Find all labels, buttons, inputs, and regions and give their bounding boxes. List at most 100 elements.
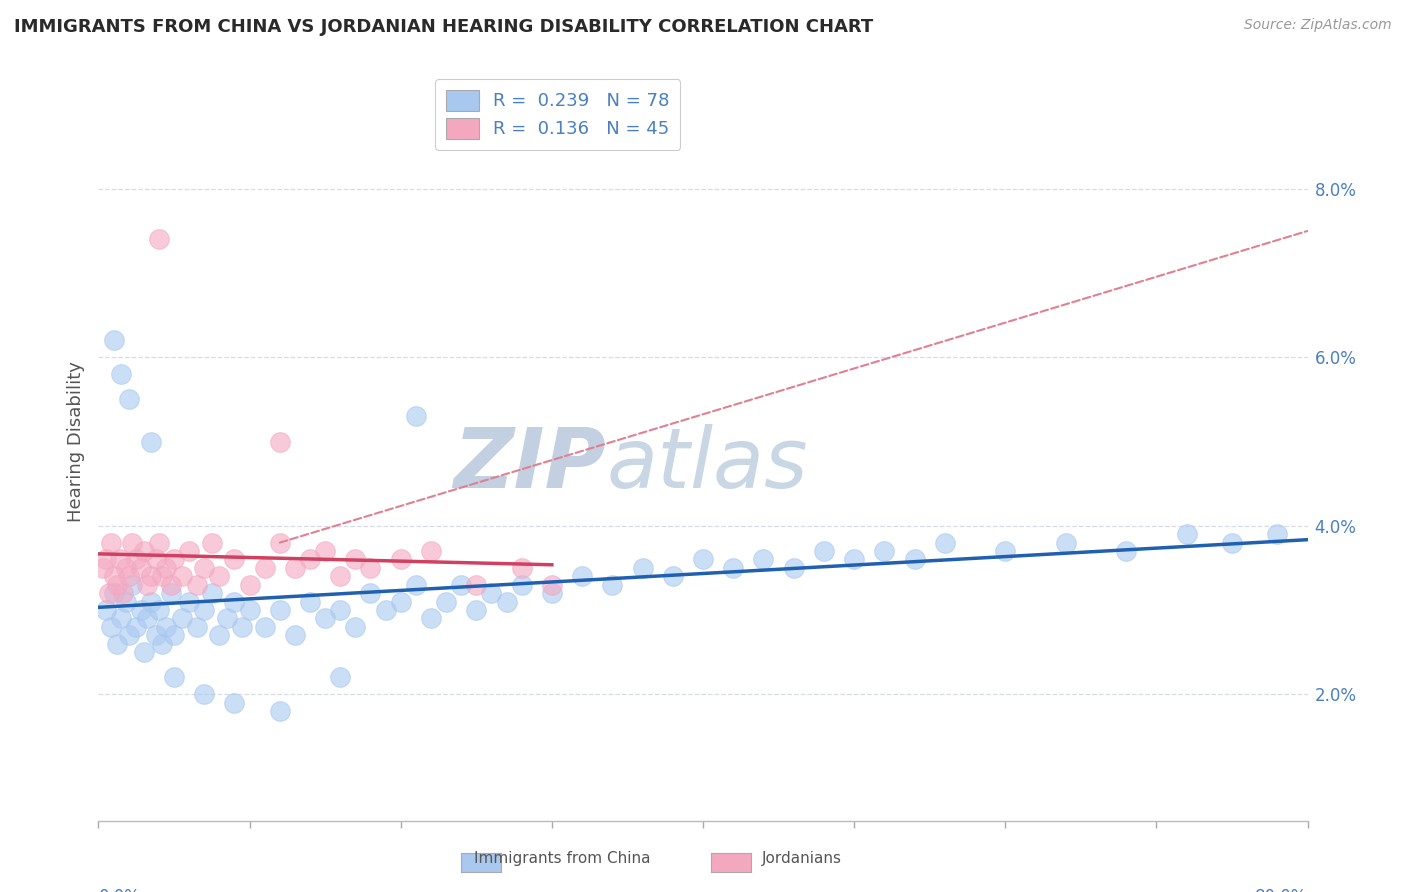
Point <box>661 569 683 583</box>
Point <box>208 628 231 642</box>
Point <box>389 594 412 608</box>
Point <box>405 409 427 424</box>
Point <box>148 535 170 549</box>
Point <box>314 544 336 558</box>
Point <box>1220 535 1243 549</box>
Point <box>783 561 806 575</box>
Point <box>201 586 224 600</box>
Point <box>420 611 443 625</box>
Text: IMMIGRANTS FROM CHINA VS JORDANIAN HEARING DISABILITY CORRELATION CHART: IMMIGRANTS FROM CHINA VS JORDANIAN HEARI… <box>14 18 873 36</box>
Point <box>465 578 488 592</box>
Point <box>170 611 193 625</box>
Point <box>329 603 352 617</box>
Point <box>844 552 866 566</box>
Point <box>163 552 186 566</box>
Point <box>114 561 136 575</box>
Point <box>150 569 173 583</box>
Point <box>118 569 141 583</box>
Point <box>314 611 336 625</box>
Point <box>344 620 367 634</box>
Point <box>145 552 167 566</box>
Text: Source: ZipAtlas.com: Source: ZipAtlas.com <box>1244 18 1392 32</box>
Point <box>141 569 163 583</box>
Point <box>510 578 533 592</box>
Point <box>208 569 231 583</box>
Point <box>125 552 148 566</box>
Point <box>135 578 157 592</box>
Point <box>299 594 322 608</box>
Point <box>155 561 177 575</box>
Point <box>141 594 163 608</box>
Point <box>1054 535 1077 549</box>
Point <box>179 594 201 608</box>
Point <box>179 544 201 558</box>
Point <box>170 569 193 583</box>
Point <box>103 569 125 583</box>
Point <box>904 552 927 566</box>
Point <box>284 561 307 575</box>
Point <box>215 611 238 625</box>
Point <box>135 611 157 625</box>
Point <box>160 578 183 592</box>
Point <box>148 232 170 246</box>
Text: ZIP: ZIP <box>454 424 606 505</box>
Point <box>121 578 143 592</box>
Point <box>148 603 170 617</box>
Point <box>752 552 775 566</box>
Point <box>723 561 745 575</box>
Point <box>129 603 152 617</box>
Point <box>132 544 155 558</box>
Point <box>813 544 835 558</box>
Text: 80.0%: 80.0% <box>1256 888 1308 892</box>
Point <box>253 561 276 575</box>
Point <box>284 628 307 642</box>
Point <box>160 586 183 600</box>
Text: 0.0%: 0.0% <box>98 888 141 892</box>
Point <box>540 578 562 592</box>
Point <box>360 586 382 600</box>
Point <box>129 561 152 575</box>
Point <box>193 687 215 701</box>
Point <box>91 561 114 575</box>
Point <box>1115 544 1137 558</box>
Point <box>269 603 291 617</box>
Point <box>1175 527 1198 541</box>
Point <box>110 611 132 625</box>
Point <box>631 561 654 575</box>
Point <box>118 392 141 407</box>
Point <box>329 670 352 684</box>
Text: Jordanians: Jordanians <box>762 851 841 865</box>
Point <box>360 561 382 575</box>
Point <box>150 637 173 651</box>
Point <box>405 578 427 592</box>
Point <box>389 552 412 566</box>
Point <box>103 334 125 348</box>
Point <box>163 628 186 642</box>
Point <box>420 544 443 558</box>
Point <box>103 586 125 600</box>
Point <box>121 535 143 549</box>
Point <box>186 620 208 634</box>
Point <box>224 696 246 710</box>
Point <box>114 594 136 608</box>
Point <box>155 620 177 634</box>
Point <box>1267 527 1289 541</box>
Point <box>105 637 128 651</box>
Point <box>231 620 253 634</box>
Point <box>118 628 141 642</box>
Point <box>111 586 134 600</box>
Point <box>239 578 262 592</box>
Point <box>94 603 117 617</box>
Point <box>299 552 322 566</box>
Point <box>108 552 131 566</box>
Point <box>110 367 132 381</box>
Point <box>125 620 148 634</box>
Point <box>540 586 562 600</box>
Point <box>329 569 352 583</box>
Point <box>374 603 396 617</box>
Point <box>100 620 122 634</box>
Point <box>201 535 224 549</box>
Text: Immigrants from China: Immigrants from China <box>474 851 651 865</box>
Point <box>873 544 896 558</box>
Point <box>105 578 128 592</box>
